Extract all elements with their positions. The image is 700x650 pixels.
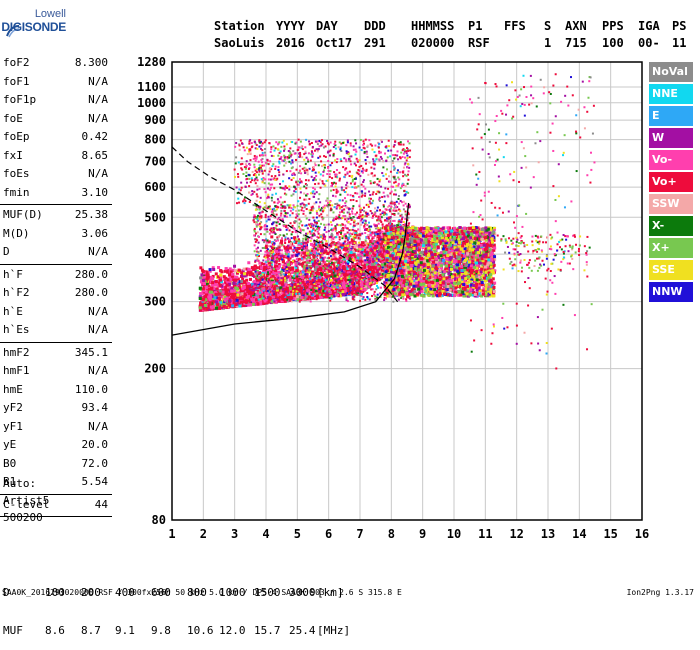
echo-point [226, 284, 229, 287]
echo-point [219, 269, 222, 272]
echo-point [310, 243, 313, 246]
y-tick-label: 1100 [137, 80, 166, 94]
x-tick-label: 1 [168, 527, 175, 541]
y-tick-label: 700 [144, 155, 166, 169]
x-tick-label: 2 [200, 527, 207, 541]
echo-point [358, 233, 361, 236]
echo-point [325, 243, 328, 246]
echo-point [309, 285, 312, 288]
echo-point [344, 275, 347, 278]
echo-point [234, 269, 237, 272]
x-tick-label: 8 [388, 527, 395, 541]
echo-point [247, 282, 250, 285]
echo-point [218, 292, 221, 295]
y-tick-label: 80 [152, 513, 166, 527]
x-tick-label: 7 [356, 527, 363, 541]
y-tick-label: 200 [144, 362, 166, 376]
echo-point [241, 287, 244, 290]
echo-point [199, 292, 202, 295]
echo-points [199, 73, 596, 369]
x-tick-label: 14 [572, 527, 586, 541]
echo-point [369, 233, 372, 236]
echo-point [270, 235, 273, 238]
y-tick-label: 500 [144, 210, 166, 224]
y-tick-label: 800 [144, 133, 166, 147]
y-tick-label: 1280 [137, 55, 166, 69]
echo-point [209, 268, 212, 271]
echo-point [231, 304, 234, 307]
echo-point [329, 266, 332, 269]
echo-point [233, 281, 236, 284]
y-tick-label: 300 [144, 295, 166, 309]
echo-point [204, 295, 207, 298]
echo-point [235, 279, 238, 282]
echo-point [226, 293, 229, 296]
echo-point [202, 298, 205, 301]
x-tick-label: 9 [419, 527, 426, 541]
echo-point [282, 260, 285, 263]
echo-point [236, 299, 239, 302]
echo-point [233, 289, 236, 292]
echo-point [243, 280, 246, 283]
echo-point [249, 278, 252, 281]
x-tick-label: 5 [294, 527, 301, 541]
y-tick-label: 900 [144, 113, 166, 127]
echo-point [296, 269, 299, 272]
x-tick-label: 11 [478, 527, 492, 541]
x-tick-label: 6 [325, 527, 332, 541]
echo-point [277, 271, 280, 274]
x-tick-label: 15 [603, 527, 617, 541]
echo-point [256, 303, 259, 306]
echo-point [210, 276, 213, 279]
echo-point [219, 284, 222, 287]
x-tick-label: 3 [231, 527, 238, 541]
echo-point [205, 290, 208, 293]
echo-point [199, 276, 202, 279]
echo-point [236, 293, 239, 296]
x-tick-label: 13 [541, 527, 555, 541]
echo-point [229, 267, 232, 270]
echo-point [215, 272, 218, 275]
x-tick-label: 10 [447, 527, 461, 541]
y-tick-label: 400 [144, 247, 166, 261]
echo-point [202, 279, 205, 282]
echo-point [212, 268, 215, 271]
echo-point [205, 286, 208, 289]
echo-point [244, 293, 247, 296]
echo-point [217, 266, 220, 269]
echo-point [333, 274, 336, 277]
echo-point [258, 262, 261, 265]
echo-point [203, 276, 206, 279]
x-tick-label: 12 [509, 527, 523, 541]
x-tick-label: 16 [635, 527, 649, 541]
echo-point [243, 268, 246, 271]
echo-point [215, 280, 218, 283]
x-tick-label: 4 [262, 527, 269, 541]
echo-point [219, 274, 222, 277]
echo-point [247, 268, 250, 271]
y-tick-label: 600 [144, 180, 166, 194]
echo-point [247, 261, 250, 264]
echo-point [281, 283, 284, 286]
echo-point [342, 282, 345, 285]
echo-point [253, 280, 256, 283]
echo-point [260, 266, 263, 269]
echo-point [361, 241, 364, 244]
echo-point [240, 280, 243, 283]
echo-point [227, 278, 230, 281]
echo-point [252, 303, 255, 306]
y-tick-label: 1000 [137, 96, 166, 110]
echo-point [280, 240, 283, 243]
echo-point [235, 276, 238, 279]
echo-point [207, 284, 210, 287]
echo-point [372, 270, 375, 273]
echo-point [371, 263, 374, 266]
echo-point [233, 265, 236, 268]
echo-point [318, 279, 321, 282]
echo-point [210, 287, 213, 290]
echo-point [349, 254, 352, 257]
